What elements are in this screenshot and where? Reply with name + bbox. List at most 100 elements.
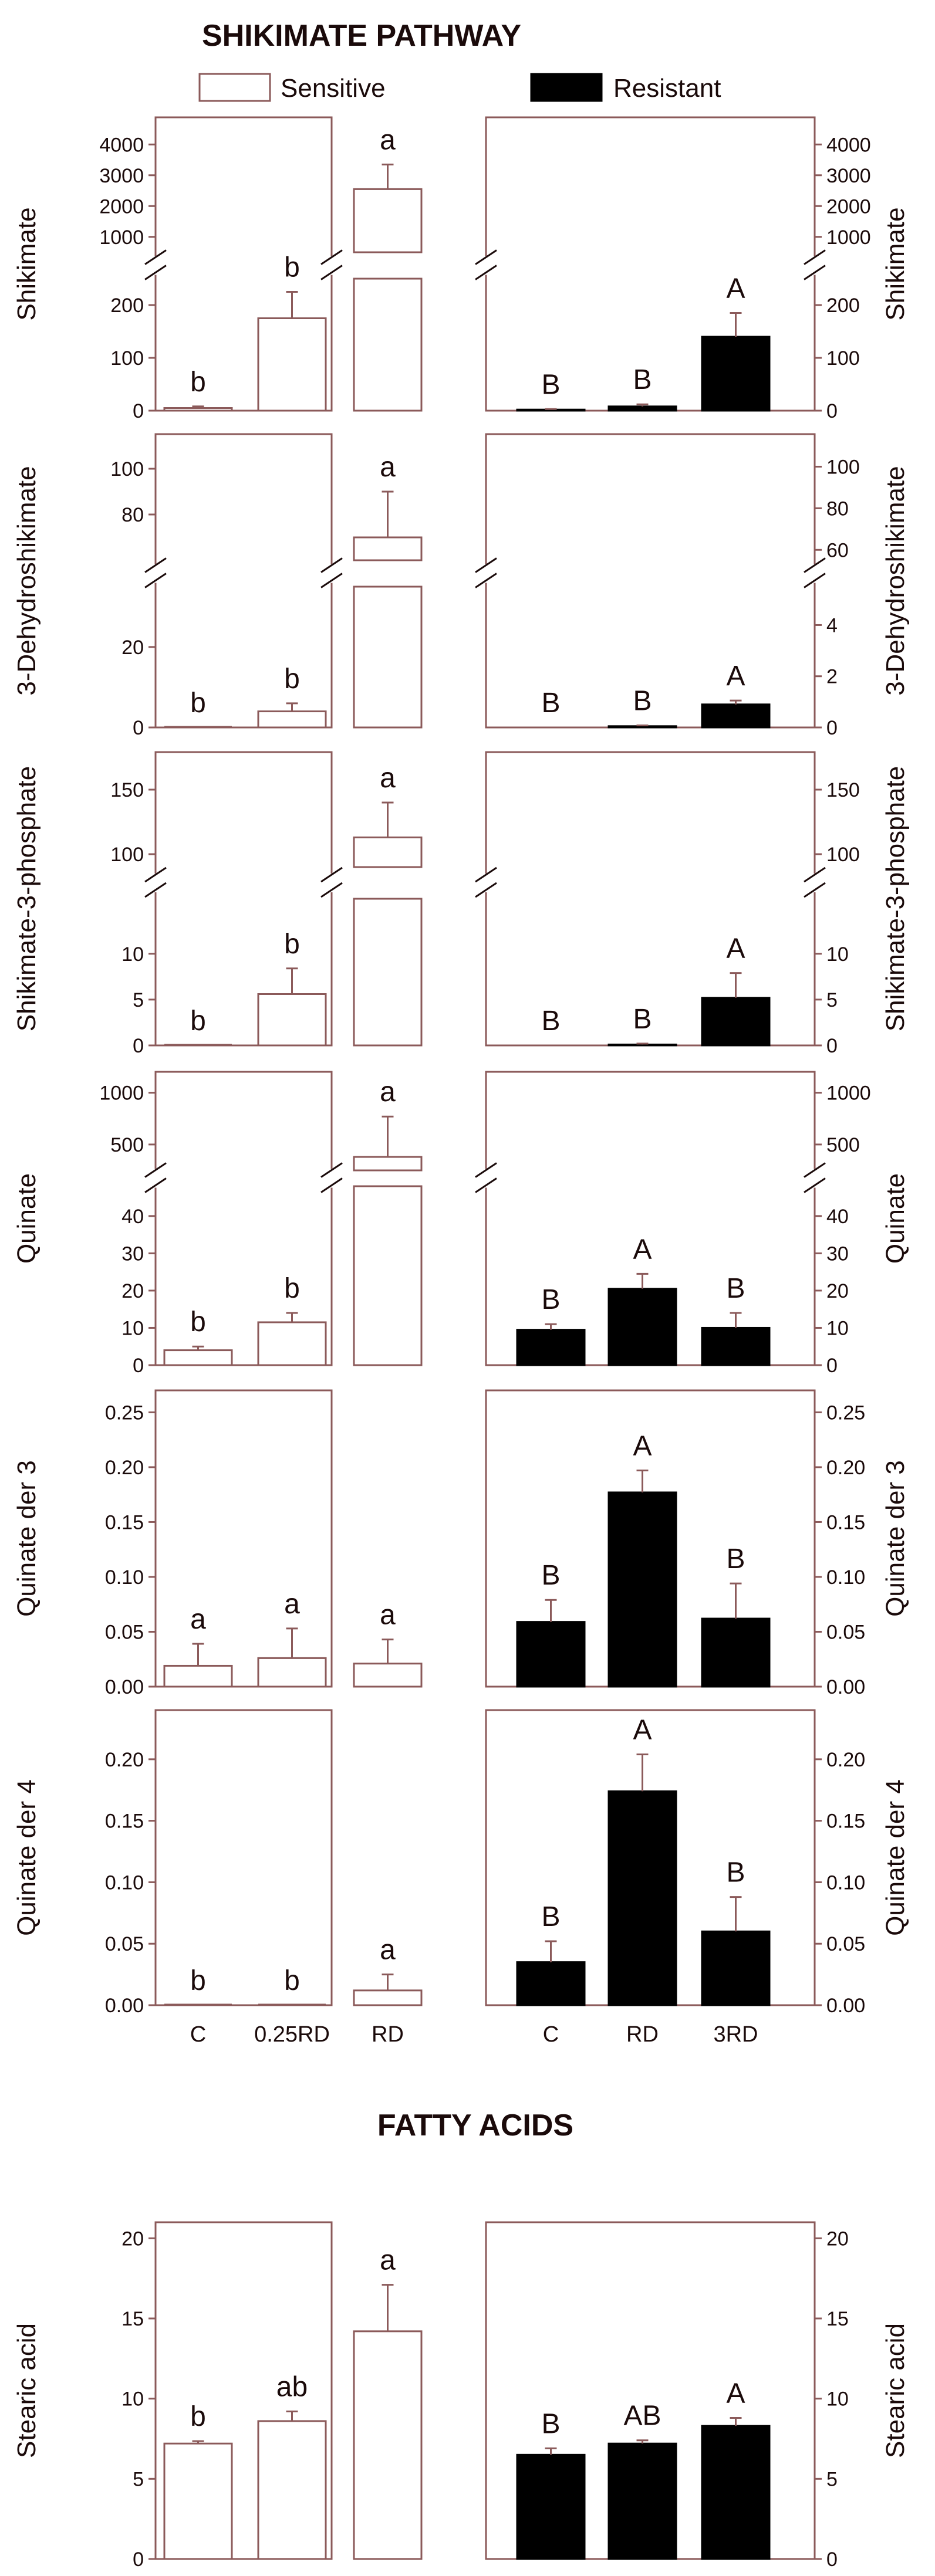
bar-sensitive-rd bbox=[353, 1185, 423, 1366]
axis-break-mark-middle-right bbox=[475, 573, 497, 588]
y-tick-right-main: 20 bbox=[826, 2228, 849, 2250]
axis-break-mark-middle-left bbox=[320, 1177, 343, 1193]
y-tick-left-main: 20 bbox=[121, 2228, 144, 2250]
bar-resistant-3rd bbox=[701, 1617, 771, 1688]
y-tick-right-lower: 0 bbox=[826, 717, 838, 739]
significance-letter-sensitive-0.25rd: a bbox=[284, 1589, 300, 1620]
y-axis-label-right: Quinate der 4 bbox=[881, 1779, 910, 1936]
bar-resistant-3rd bbox=[701, 1326, 771, 1366]
bar-resistant-c bbox=[516, 1961, 586, 2006]
title-fatty-acids: FATTY ACIDS bbox=[377, 2108, 573, 2142]
axis-break-mark-left bbox=[144, 866, 167, 883]
y-tick-left-lower: 0 bbox=[133, 717, 144, 739]
y-tick-right-main: 0.15 bbox=[826, 1810, 865, 1833]
y-tick-left-lower: 0 bbox=[133, 1355, 144, 1377]
bar-upper-sensitive-rd bbox=[353, 188, 423, 253]
y-tick-left-main: 0.20 bbox=[105, 1457, 144, 1479]
significance-letter-resistant-c: B bbox=[541, 688, 560, 719]
y-tick-right-upper: 100 bbox=[826, 456, 860, 478]
bar-sensitive-0.25rd bbox=[257, 2420, 327, 2560]
axis-break-mark-middle-left bbox=[320, 265, 343, 280]
significance-letter-resistant-3rd: B bbox=[726, 1857, 745, 1888]
y-tick-right-lower: 5 bbox=[826, 989, 838, 1011]
axis-break-mark-right bbox=[804, 1177, 826, 1193]
significance-letter-sensitive-c: b bbox=[190, 2401, 206, 2432]
panel-row-2: 0 20 80 100 0 2 4 60 80 100 3-Dehydroshikimate 3-De… bbox=[12, 433, 910, 739]
axis-break-mark-middle-right bbox=[475, 1177, 497, 1193]
y-tick-left-main: 0.25 bbox=[105, 1402, 144, 1424]
y-tick-right-main: 10 bbox=[826, 2388, 849, 2411]
y-tick-left-upper: 1000 bbox=[99, 1082, 144, 1105]
bar-resistant-3rd bbox=[701, 336, 771, 412]
y-tick-left-lower: 10 bbox=[121, 1317, 144, 1339]
significance-letter-resistant-3rd: B bbox=[726, 1543, 745, 1575]
y-tick-right-lower: 4 bbox=[826, 614, 838, 637]
y-tick-left-upper: 80 bbox=[121, 504, 144, 526]
bar-resistant-rd bbox=[607, 1491, 677, 1688]
panels: 0100200100020003000400001002001000200030… bbox=[12, 116, 910, 2571]
y-tick-right-main: 15 bbox=[826, 2308, 849, 2330]
y-tick-right-upper: 150 bbox=[826, 779, 860, 801]
significance-letter-resistant-rd: A bbox=[633, 1714, 652, 1745]
y-tick-left-lower: 10 bbox=[121, 943, 144, 966]
axis-break-mark-left bbox=[144, 249, 167, 265]
bar-sensitive-0.25rd bbox=[257, 710, 327, 729]
frame-resistant-3-dehydroshikimate bbox=[485, 433, 816, 729]
axis-break-mark-left bbox=[144, 265, 167, 280]
y-tick-left-upper: 500 bbox=[110, 1134, 144, 1156]
y-tick-right-lower: 200 bbox=[826, 295, 860, 317]
y-axis-label-left: Shikimate bbox=[12, 207, 41, 320]
y-axis-label-right: Shikimate-3-phosphate bbox=[881, 766, 910, 1031]
y-tick-right-main: 0.20 bbox=[826, 1749, 865, 1771]
bar-upper-sensitive-rd bbox=[353, 536, 423, 561]
y-tick-right-lower: 2 bbox=[826, 666, 838, 688]
y-tick-left-main: 0 bbox=[133, 2548, 144, 2571]
y-axis-label-left: Shikimate-3-phosphate bbox=[12, 766, 41, 1031]
significance-letter-sensitive-c: b bbox=[190, 1006, 206, 1037]
y-axis-label-right: 3-Dehydroshikimate bbox=[881, 466, 910, 695]
y-tick-right-main: 0.00 bbox=[826, 1676, 865, 1698]
bar-sensitive-rd bbox=[353, 277, 423, 412]
significance-letter-resistant-rd: AB bbox=[623, 2401, 661, 2432]
significance-letter-resistant-rd: B bbox=[633, 1004, 652, 1035]
axis-break-mark-left bbox=[144, 1177, 167, 1193]
axis-break-mark-left bbox=[144, 1162, 167, 1178]
y-tick-right-upper: 60 bbox=[826, 539, 849, 561]
significance-letter-sensitive-0.25rd: b bbox=[284, 664, 300, 695]
bar-sensitive-0.25rd bbox=[257, 993, 327, 1047]
bar-sensitive-c bbox=[163, 2442, 233, 2560]
y-tick-right-upper: 3000 bbox=[826, 165, 871, 187]
y-tick-right-lower: 0 bbox=[826, 400, 838, 422]
y-tick-right-lower: 40 bbox=[826, 1206, 849, 1228]
bar-resistant-rd bbox=[607, 405, 677, 412]
significance-letter-sensitive-0.25rd: b bbox=[284, 1273, 300, 1304]
y-tick-right-main: 0.05 bbox=[826, 1621, 865, 1643]
bar-resistant-3rd bbox=[701, 703, 771, 729]
bar-sensitive-rd bbox=[353, 585, 423, 729]
significance-letter-sensitive-0.25rd: b bbox=[284, 1965, 300, 1996]
significance-letter-sensitive-c: b bbox=[190, 1965, 206, 1996]
y-tick-left-main: 0.05 bbox=[105, 1621, 144, 1643]
y-axis-label-left: Quinate der 4 bbox=[12, 1779, 41, 1936]
axis-break-mark-middle-left bbox=[320, 882, 343, 898]
y-tick-left-upper: 100 bbox=[110, 844, 144, 866]
axis-break-mark-right bbox=[804, 557, 826, 573]
frame-sensitive-quinate-der-3 bbox=[154, 1389, 333, 1688]
bar-resistant-rd bbox=[607, 1790, 677, 2006]
legend-swatch-sensitive bbox=[198, 73, 271, 102]
y-tick-left-main: 0.10 bbox=[105, 1871, 144, 1894]
y-tick-left-main: 5 bbox=[133, 2468, 144, 2490]
y-axis-label-left: Quinate bbox=[12, 1173, 41, 1264]
legend: Sensitive Resistant bbox=[198, 73, 721, 103]
significance-letter-sensitive-c: a bbox=[190, 1604, 206, 1635]
y-tick-left-upper: 150 bbox=[110, 779, 144, 801]
y-axis-label-left: Stearic acid bbox=[12, 2323, 41, 2458]
bar-resistant-rd bbox=[607, 2442, 677, 2560]
y-axis-label-right: Quinate bbox=[881, 1173, 910, 1264]
title-shikimate-pathway: SHIKIMATE PATHWAY bbox=[202, 19, 521, 53]
y-axis-label-left: 3-Dehydroshikimate bbox=[12, 466, 41, 695]
y-tick-right-lower: 20 bbox=[826, 1280, 849, 1302]
significance-letter-sensitive-0.25rd: b bbox=[284, 252, 300, 283]
x-category-resistant-rd: RD bbox=[626, 2022, 659, 2047]
